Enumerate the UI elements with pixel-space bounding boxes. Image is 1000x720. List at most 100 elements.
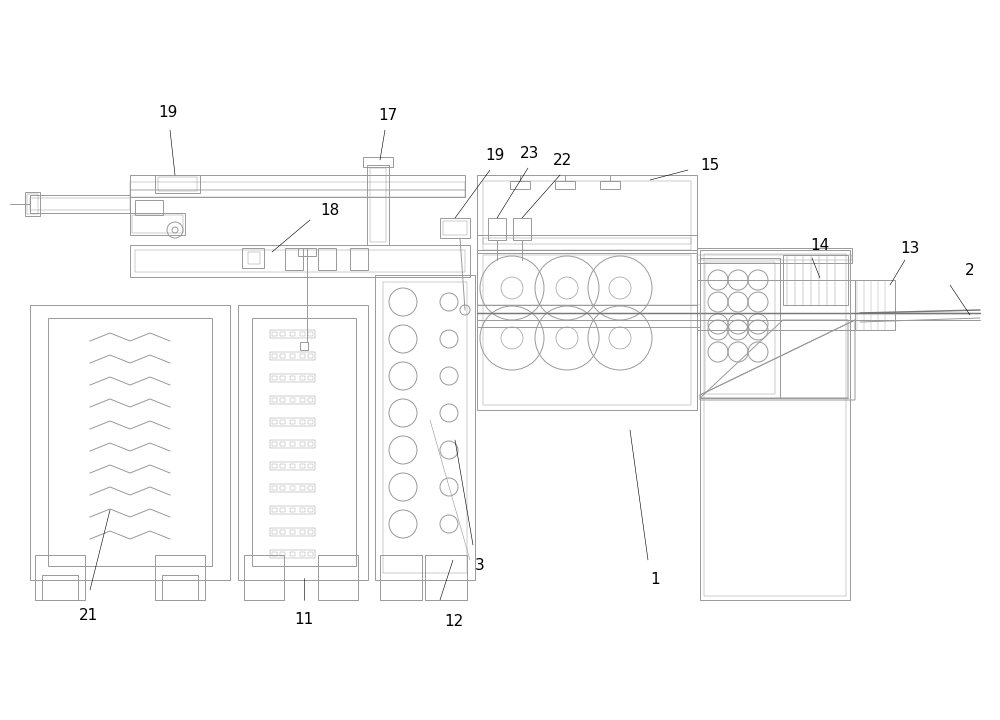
Text: 18: 18 xyxy=(320,202,340,217)
Bar xyxy=(135,200,163,215)
Bar xyxy=(300,354,305,358)
Bar xyxy=(443,221,467,235)
Bar xyxy=(130,182,465,190)
Bar xyxy=(270,396,315,404)
Bar xyxy=(300,464,305,468)
Bar xyxy=(308,552,313,556)
Bar xyxy=(27,194,38,214)
Bar xyxy=(375,275,475,580)
Bar xyxy=(270,330,315,338)
Bar xyxy=(270,550,315,558)
Bar xyxy=(300,342,308,350)
Bar xyxy=(35,555,85,600)
Bar xyxy=(30,305,230,580)
Bar xyxy=(477,250,697,410)
Bar xyxy=(308,398,313,402)
Bar xyxy=(132,215,183,233)
Text: 11: 11 xyxy=(294,613,314,628)
Bar xyxy=(30,195,130,213)
Bar xyxy=(158,177,197,191)
Bar xyxy=(290,332,295,336)
Bar xyxy=(270,418,315,426)
Bar xyxy=(155,555,205,600)
Text: 19: 19 xyxy=(158,104,178,120)
Bar xyxy=(272,464,277,468)
Bar xyxy=(318,248,336,270)
Text: 19: 19 xyxy=(485,148,505,163)
Bar xyxy=(300,332,305,336)
Bar xyxy=(280,420,285,424)
Bar xyxy=(280,376,285,380)
Text: 3: 3 xyxy=(475,557,485,572)
Bar xyxy=(704,254,846,596)
Bar xyxy=(300,376,305,380)
Bar xyxy=(697,248,852,263)
Bar xyxy=(600,181,620,189)
Text: 2: 2 xyxy=(965,263,975,277)
Bar xyxy=(30,198,130,210)
Bar xyxy=(280,332,285,336)
Bar xyxy=(135,250,465,272)
Bar xyxy=(370,168,386,242)
Bar xyxy=(705,262,775,394)
Bar xyxy=(477,250,697,305)
Bar xyxy=(700,258,780,398)
Bar xyxy=(308,354,313,358)
Bar xyxy=(308,332,313,336)
Bar xyxy=(298,248,316,256)
Bar xyxy=(280,552,285,556)
Bar xyxy=(367,165,389,245)
Text: 15: 15 xyxy=(700,158,720,173)
Text: 13: 13 xyxy=(900,240,920,256)
Bar xyxy=(855,280,895,330)
Bar xyxy=(308,508,313,512)
Bar xyxy=(483,181,691,244)
Bar xyxy=(272,442,277,446)
Bar xyxy=(290,552,295,556)
Bar xyxy=(477,175,697,250)
Bar xyxy=(483,238,691,250)
Bar xyxy=(290,354,295,358)
Bar xyxy=(300,508,305,512)
Bar xyxy=(308,420,313,424)
Bar xyxy=(308,486,313,490)
Bar xyxy=(280,442,285,446)
Bar xyxy=(555,181,575,189)
Bar xyxy=(425,555,467,600)
Bar xyxy=(290,420,295,424)
Bar xyxy=(248,252,260,264)
Bar xyxy=(280,508,285,512)
Bar xyxy=(697,255,852,260)
Bar xyxy=(488,218,506,240)
Bar xyxy=(300,552,305,556)
Bar xyxy=(272,354,277,358)
Bar xyxy=(300,442,305,446)
Bar xyxy=(130,213,185,235)
Bar xyxy=(477,235,697,253)
Bar xyxy=(280,464,285,468)
Bar xyxy=(272,530,277,534)
Bar xyxy=(300,530,305,534)
Bar xyxy=(290,486,295,490)
Bar xyxy=(270,506,315,514)
Bar xyxy=(162,575,198,600)
Bar xyxy=(270,528,315,536)
Bar xyxy=(513,218,531,240)
Bar xyxy=(42,575,78,600)
Bar xyxy=(270,484,315,492)
Bar xyxy=(380,555,422,600)
Bar xyxy=(48,318,212,566)
Bar xyxy=(130,245,470,277)
Bar xyxy=(25,192,40,216)
Text: 14: 14 xyxy=(810,238,830,253)
Text: 22: 22 xyxy=(553,153,573,168)
Bar xyxy=(383,282,467,573)
Bar xyxy=(270,440,315,448)
Bar xyxy=(308,464,313,468)
Bar xyxy=(308,530,313,534)
Bar xyxy=(285,248,303,270)
Bar xyxy=(280,398,285,402)
Bar xyxy=(270,374,315,382)
Bar xyxy=(290,398,295,402)
Bar xyxy=(272,486,277,490)
